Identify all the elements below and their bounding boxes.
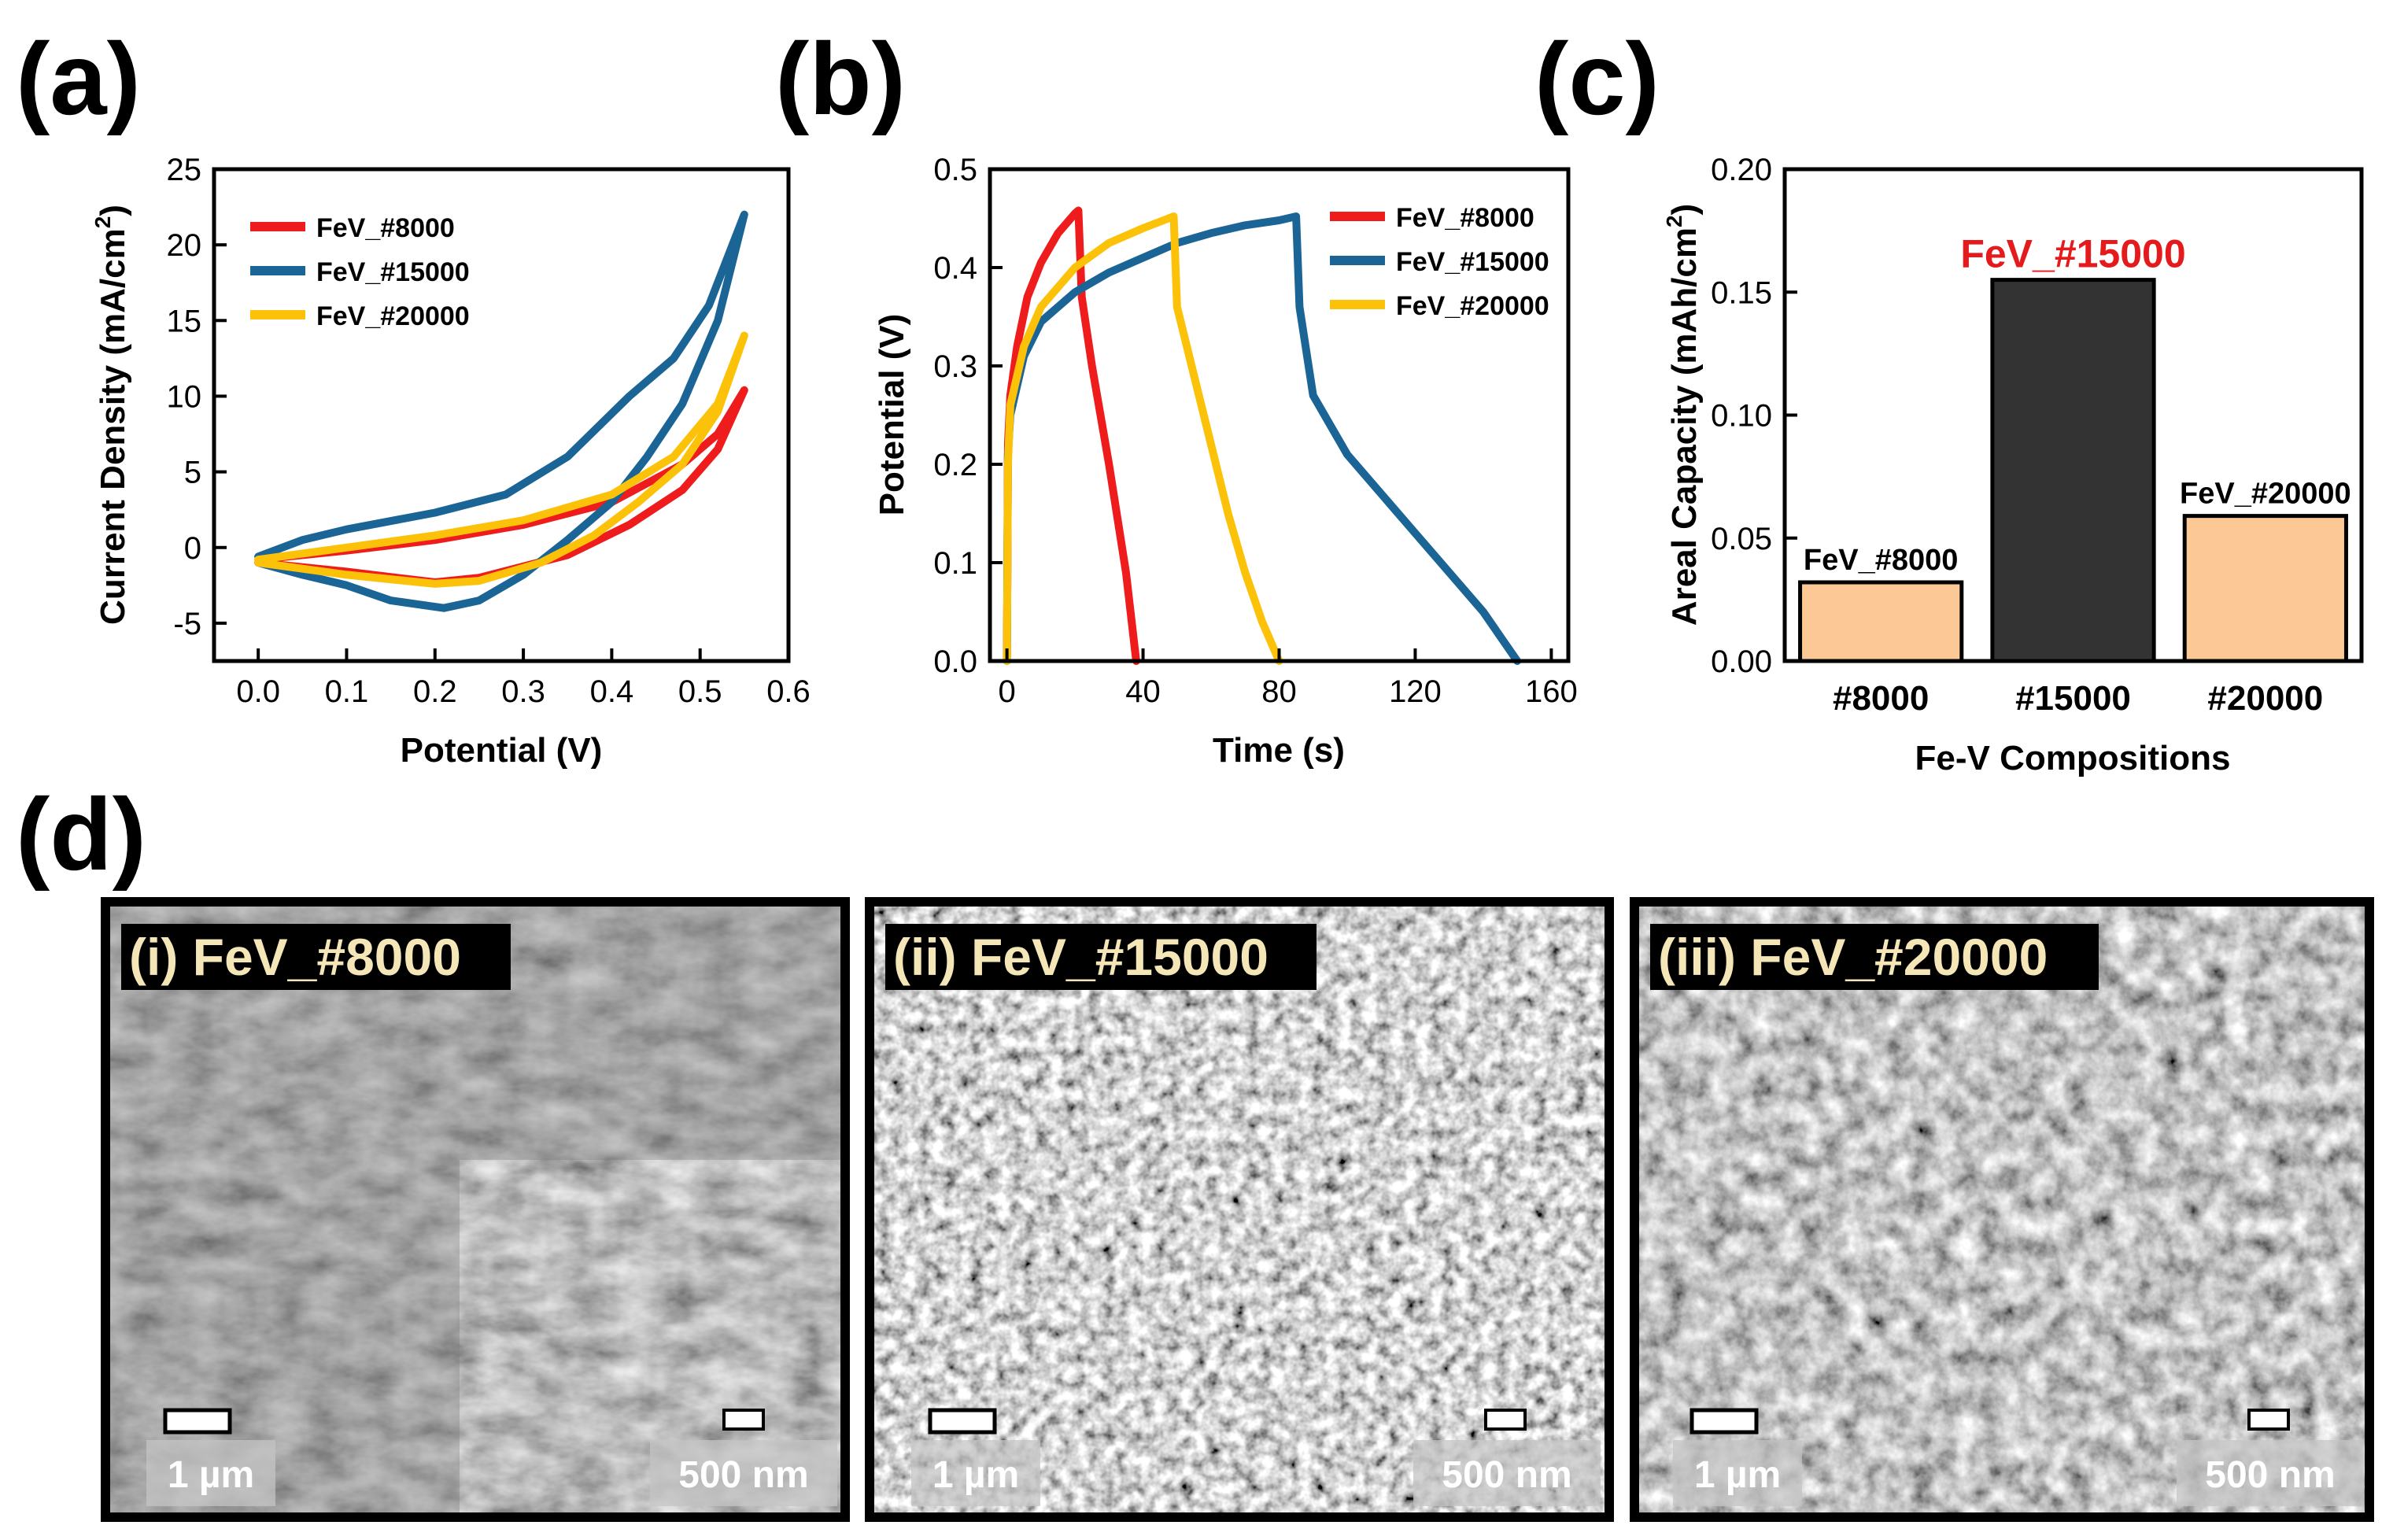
bar-2 [1990,278,2156,663]
legend-label: FeV_#20000 [316,301,470,331]
series-line-3 [1003,212,1283,665]
scale-label-main: 1 µm [1694,1454,1781,1496]
y-tick-label: 0.5 [933,153,977,187]
legend: FeV_#8000 FeV_#15000 FeV_#20000 [250,213,470,331]
series-line-1 [1003,206,1140,665]
x-tick-label: 40 [1125,674,1161,709]
bar-1 [1798,580,1964,663]
y-tick-label: 0.05 [1711,522,1772,556]
y-tick-label: 0.0 [933,644,977,679]
panel-label-b: (b) [775,21,906,136]
sem-caption: (ii) FeV_#15000 [893,928,1269,986]
y-tick-label: 0.20 [1711,153,1772,187]
y-tick-label: 0 [184,531,201,566]
scale-bar [928,1408,997,1435]
y-tick-label: 15 [167,304,202,338]
sem-panel-1: (i) FeV_#8000 1 µm 500 nm [101,897,850,1522]
y-tick-label: 0.2 [933,448,977,482]
scale-label-inset: 500 nm [1442,1454,1571,1496]
x-axis-label: Potential (V) [401,731,603,770]
sem-caption: (i) FeV_#8000 [129,928,461,986]
y-axis-label: Current Density (mA/cm2) [90,205,132,625]
y-tick-label: 0.10 [1711,399,1772,434]
y-tick-label: 20 [167,228,202,263]
y-tick-label: 0.3 [933,349,977,384]
scale-bar-inset [2247,1409,2290,1431]
scale-label-main: 1 µm [932,1454,1019,1496]
legend-label: FeV_#8000 [316,213,455,243]
scale-bar [163,1408,232,1435]
x-tick-label: 0.0 [236,674,280,709]
x-tick-label: 80 [1261,674,1297,709]
x-tick-label: 160 [1525,674,1578,709]
scale-label-main: 1 µm [168,1454,254,1496]
series-line-2 [254,210,748,612]
y-axis-label: Potential (V) [873,314,911,516]
series-line-3 [254,331,748,588]
scale-bar [1690,1408,1759,1435]
scale-bar-inset [722,1409,765,1431]
panel-label-d: (d) [16,777,146,892]
x-tick-label: 0.1 [325,674,369,709]
x-axis-label: Fe-V Compositions [1915,739,2231,777]
x-tick-label: #15000 [2015,679,2131,718]
x-tick-label: 0.3 [501,674,545,709]
y-tick-label: 0.00 [1711,644,1772,679]
legend-label: FeV_#8000 [1396,203,1534,233]
y-tick-label: 0.1 [933,546,977,581]
x-tick-label: 0 [998,674,1015,709]
legend-label: FeV_#20000 [1396,291,1549,321]
panel-label-c: (c) [1534,21,1660,136]
y-tick-label: 0.4 [933,251,977,286]
scale-label-inset: 500 nm [2205,1454,2335,1496]
scale-bar-inset [1484,1409,1527,1431]
chart-gcd: 0 40 80 120 160 0.00.10.20.30.40.5 Time (s) … [873,153,1578,770]
legend-label: FeV_#15000 [1396,247,1549,277]
x-tick-label: 120 [1389,674,1442,709]
y-tick-label: -5 [173,607,201,641]
scale-label-inset: 500 nm [678,1454,808,1496]
x-tick-label: 0.4 [590,674,634,709]
sem-caption: (iii) FeV_#20000 [1658,928,2048,986]
legend: FeV_#8000 FeV_#15000 FeV_#20000 [1330,203,1549,321]
chart-cv: 0.0 0.1 0.2 0.3 0.4 0.5 0.6 -5 0 5 10 15 20 25 Poten… [90,153,811,770]
y-tick-label: 10 [167,379,202,414]
x-tick-label: 0.6 [766,674,811,709]
y-tick-label: 5 [184,456,201,490]
chart-capacity: FeV_#8000 FeV_#15000 FeV_#20000 #8000 #1500… [1662,153,2364,777]
sem-panel-3: (iii) FeV_#20000 1 µm 500 nm [1630,897,2374,1522]
sem-panel-2: (ii) FeV_#15000 1 µm 500 nm [865,897,1614,1522]
y-tick-label: 25 [167,153,202,187]
bar-label-2: FeV_#15000 [1960,232,2185,276]
plot-frame [212,167,791,663]
x-tick-label: #20000 [2207,679,2323,718]
legend-label: FeV_#15000 [316,257,470,287]
x-axis-label: Time (s) [1213,731,1345,770]
bar-label-1: FeV_#8000 [1804,544,1959,577]
series-line-2 [1003,212,1522,665]
x-tick-label: #8000 [1833,679,1929,718]
x-tick-label: 0.5 [678,674,722,709]
bar-label-3: FeV_#20000 [2180,478,2351,511]
y-axis-label: Areal Capacity (mAh/cm2) [1662,204,1704,626]
x-tick-label: 0.2 [413,674,457,709]
bar-3 [2182,514,2348,663]
y-tick-label: 0.15 [1711,275,1772,310]
panel-label-a: (a) [16,21,141,136]
